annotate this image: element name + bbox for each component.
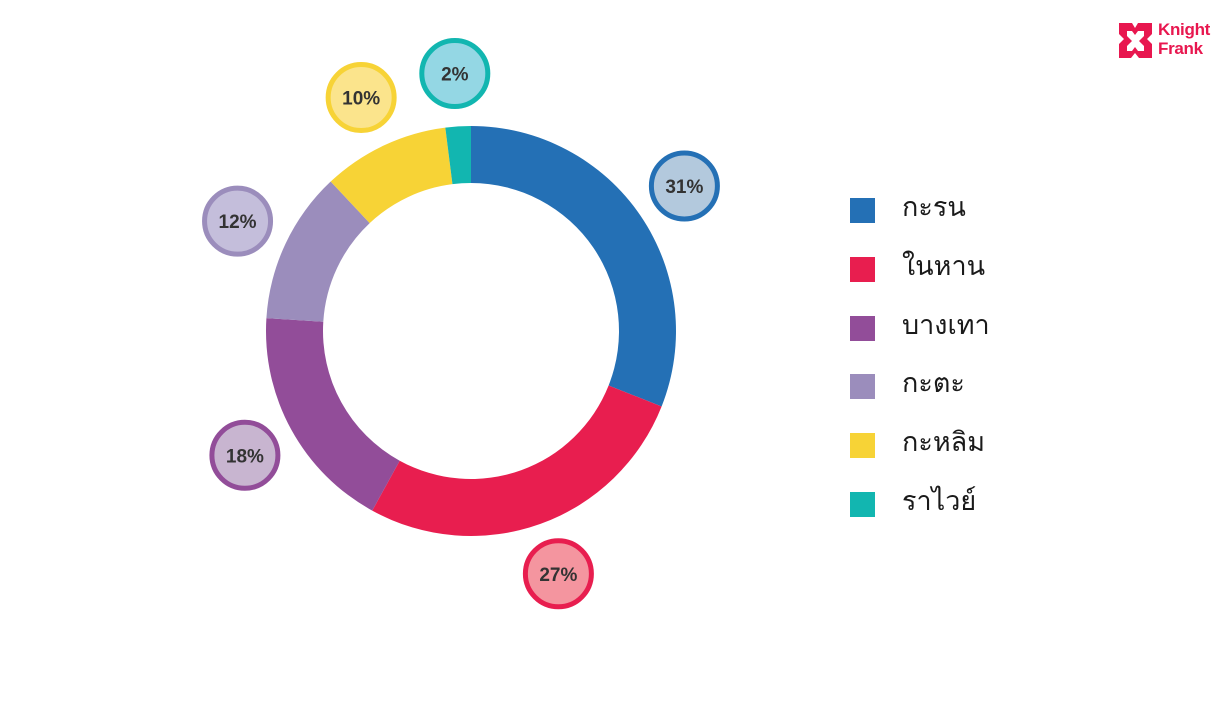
legend-swatch — [850, 198, 875, 223]
legend-swatch — [850, 374, 875, 399]
knight-frank-emblem-icon — [1119, 23, 1152, 58]
legend-label: กะตะ — [902, 368, 965, 399]
legend-label: บางเทา — [902, 310, 990, 341]
legend-item: กะตะ — [850, 364, 1110, 404]
value-bubble: 27% — [522, 538, 594, 610]
brand-line-2: Frank — [1158, 39, 1203, 58]
legend-label: กะรน — [902, 192, 966, 223]
value-bubble-circle — [202, 185, 274, 257]
value-bubble-circle — [648, 150, 720, 222]
donut-slice — [330, 127, 453, 224]
legend-swatch — [850, 433, 875, 458]
legend-swatch — [850, 316, 875, 341]
legend-item: กะหลิม — [850, 423, 1110, 463]
legend-label: กะหลิม — [902, 427, 985, 458]
value-label: 18% — [226, 446, 264, 467]
value-bubble: 18% — [209, 419, 281, 491]
value-label: 31% — [665, 177, 703, 198]
value-bubble-circle — [325, 62, 397, 134]
legend-label: ราไวย์ — [902, 486, 977, 517]
donut-slice — [372, 385, 662, 536]
value-bubble: 12% — [202, 185, 274, 257]
legend-item: ในหาน — [850, 247, 1110, 287]
legend-item: ราไวย์ — [850, 482, 1110, 522]
legend-swatch — [850, 492, 875, 517]
donut-slice — [471, 126, 676, 407]
value-label: 10% — [342, 89, 380, 110]
value-label: 12% — [219, 212, 257, 233]
brand-line-1: Knight — [1158, 20, 1211, 39]
knight-frank-logo: Knight Frank — [1118, 20, 1223, 62]
value-bubble: 10% — [325, 62, 397, 134]
donut-slice — [445, 126, 471, 185]
value-bubble: 2% — [419, 38, 491, 110]
legend-item: กะรน — [850, 188, 1110, 228]
value-bubble-circle — [209, 419, 281, 491]
legend-swatch — [850, 257, 875, 282]
legend-item: บางเทา — [850, 306, 1110, 346]
value-label: 27% — [539, 565, 577, 586]
donut-slice — [266, 181, 370, 322]
value-bubble: 31% — [648, 150, 720, 222]
value-bubble-circle — [522, 538, 594, 610]
value-label: 2% — [441, 65, 469, 86]
donut-slice — [265, 318, 400, 511]
legend-label: ในหาน — [902, 251, 986, 282]
value-bubble-circle — [419, 38, 491, 110]
